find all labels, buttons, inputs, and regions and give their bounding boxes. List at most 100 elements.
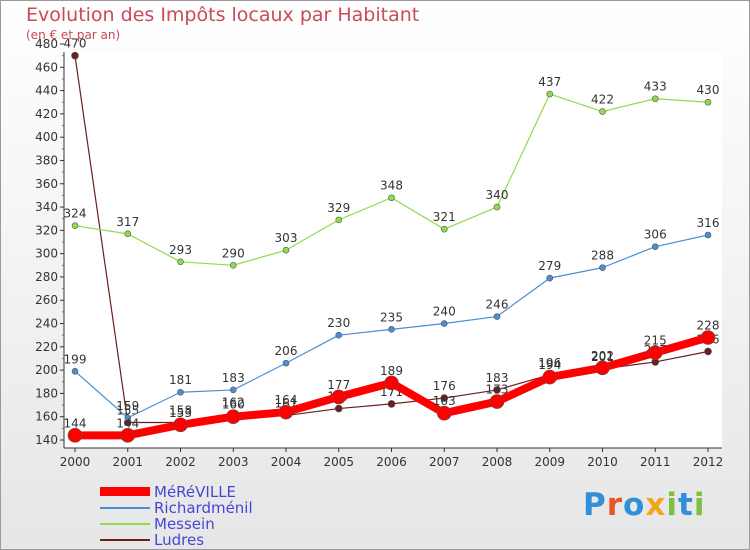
data-point-3 [493, 386, 501, 394]
data-label-1: 288 [591, 249, 614, 263]
legend-swatch-messein [100, 523, 150, 525]
data-label-1: 230 [327, 316, 350, 330]
y-tick-label: 340 [35, 200, 58, 214]
data-point-1 [282, 359, 290, 367]
data-label-3: 176 [433, 379, 456, 393]
data-label-2: 340 [486, 188, 509, 202]
y-tick-label: 420 [35, 107, 58, 121]
data-point-0 [67, 428, 83, 443]
legend-swatch-richardmenil [100, 507, 150, 509]
data-point-1 [124, 414, 132, 422]
x-tick-label: 2010 [587, 455, 618, 469]
legend-item-mereville: MéRéVILLE [100, 483, 360, 501]
data-point-3 [334, 404, 343, 413]
data-point-1 [599, 264, 606, 271]
data-point-0 [384, 375, 399, 391]
data-label-3: 201 [591, 350, 614, 364]
data-point-2 [493, 203, 501, 211]
data-label-1: 306 [644, 228, 667, 242]
data-point-2 [388, 194, 395, 202]
data-label-2: 437 [538, 75, 561, 89]
data-point-2 [124, 230, 132, 238]
data-label-2: 430 [697, 83, 720, 97]
data-point-0 [331, 389, 347, 405]
logo-letter: t [677, 487, 694, 523]
data-label-1: 246 [486, 298, 509, 312]
data-point-1 [177, 388, 184, 396]
x-tick-label: 2009 [534, 455, 565, 469]
data-label-2: 329 [327, 201, 350, 215]
y-tick-label: 220 [35, 340, 58, 354]
x-tick-label: 2003 [218, 455, 249, 469]
data-label-0: 215 [644, 334, 667, 348]
logo-letter: i [693, 487, 706, 523]
data-point-2 [599, 108, 606, 115]
data-label-1: 199 [64, 352, 87, 366]
data-point-0 [647, 345, 663, 360]
y-tick-label: 140 [35, 433, 58, 447]
x-tick-label: 2001 [112, 455, 143, 469]
data-label-2: 321 [433, 210, 456, 224]
legend-label-ludres: Ludres [154, 531, 205, 549]
data-label-0: 177 [327, 378, 350, 392]
y-tick-label: 480 [35, 37, 58, 51]
data-label-1: 159 [116, 399, 139, 413]
data-label-1: 279 [538, 259, 561, 273]
data-point-0 [120, 428, 136, 443]
x-tick-label: 2004 [271, 455, 302, 469]
x-tick-label: 2011 [640, 455, 671, 469]
y-tick-label: 400 [35, 130, 58, 144]
data-label-3: 155 [116, 404, 139, 418]
data-label-2: 433 [644, 80, 667, 94]
data-label-0: 144 [116, 416, 139, 430]
data-label-3: 162 [222, 395, 245, 409]
data-point-2 [546, 90, 554, 98]
y-tick-label: 180 [35, 386, 58, 400]
x-tick-label: 2008 [482, 455, 513, 469]
data-point-1 [229, 386, 237, 394]
y-tick-label: 360 [35, 177, 58, 191]
data-point-0 [700, 330, 716, 345]
logo-letter: i [666, 487, 678, 523]
data-label-0: 144 [64, 416, 87, 430]
legend-item-richardmenil: Richardménil [100, 499, 360, 517]
logo-letter: o [623, 487, 646, 523]
y-tick-label: 280 [35, 270, 58, 284]
data-label-1: 206 [275, 344, 298, 358]
data-point-1 [335, 331, 343, 339]
legend-item-messein: Messein [100, 515, 360, 533]
data-label-2: 290 [222, 246, 245, 260]
data-label-3: 470 [64, 37, 87, 51]
data-label-2: 324 [64, 207, 87, 221]
legend-label-richardmenil: Richardménil [154, 499, 253, 517]
logo-letter: P [583, 487, 607, 523]
x-tick-label: 2012 [693, 455, 724, 469]
data-point-0 [225, 409, 241, 425]
y-tick-label: 200 [35, 363, 58, 377]
data-label-3: 158 [169, 404, 192, 418]
legend-label-mereville: MéRéVILLE [154, 483, 237, 501]
data-label-0: 160 [222, 398, 245, 412]
data-label-2: 293 [169, 243, 192, 257]
chart-subtitle: (en € et par an) [26, 28, 121, 42]
data-label-3: 196 [538, 356, 561, 370]
data-point-2 [440, 225, 448, 233]
data-label-1: 183 [222, 371, 245, 385]
data-point-2 [651, 95, 659, 103]
chart-legend: MéRéVILLE Richardménil Messein Ludres [100, 483, 360, 549]
y-tick-label: 440 [35, 84, 58, 98]
data-point-2 [335, 216, 343, 224]
logo-letter: x [645, 487, 667, 523]
legend-swatch-mereville [100, 487, 150, 496]
x-tick-label: 2002 [165, 455, 196, 469]
data-point-1 [71, 367, 79, 375]
y-tick-label: 160 [35, 410, 58, 424]
data-label-2: 317 [116, 215, 139, 229]
data-point-3 [704, 347, 712, 356]
data-label-0: 194 [538, 358, 561, 372]
y-tick-label: 380 [35, 153, 58, 167]
y-tick-label: 320 [35, 223, 58, 237]
x-tick-label: 2005 [323, 455, 354, 469]
legend-swatch-ludres [100, 539, 150, 541]
legend-item-ludres: Ludres [100, 531, 360, 549]
